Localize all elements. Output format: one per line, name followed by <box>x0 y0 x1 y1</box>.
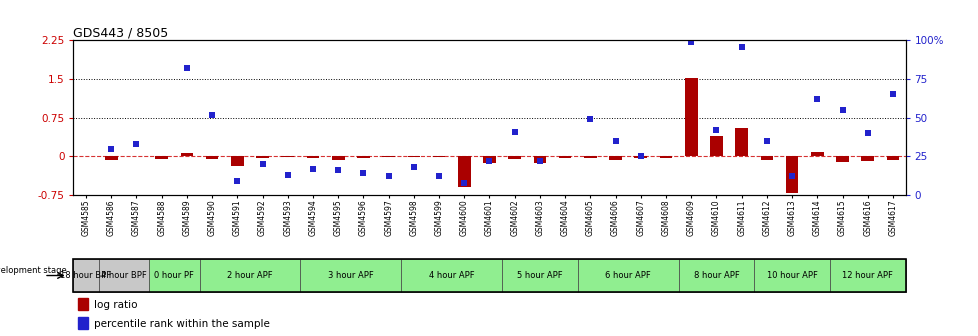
Bar <box>77 317 87 329</box>
Text: 6 hour APF: 6 hour APF <box>604 271 650 280</box>
Text: 18 hour BPF: 18 hour BPF <box>61 271 111 280</box>
Bar <box>734 128 747 156</box>
Bar <box>99 259 149 292</box>
Bar <box>73 259 99 292</box>
Text: 3 hour APF: 3 hour APF <box>328 271 374 280</box>
Bar <box>608 156 621 160</box>
Text: development stage: development stage <box>0 266 67 275</box>
Bar <box>810 152 822 156</box>
Bar <box>483 156 495 163</box>
Bar <box>458 156 470 187</box>
Bar <box>533 156 546 163</box>
Bar <box>306 156 319 158</box>
Bar <box>401 259 502 292</box>
Bar <box>584 156 596 158</box>
Text: 8 hour APF: 8 hour APF <box>692 271 738 280</box>
Text: 12 hour APF: 12 hour APF <box>841 271 892 280</box>
Bar <box>502 259 577 292</box>
Bar <box>205 156 218 159</box>
Bar <box>835 156 848 162</box>
Bar <box>785 156 798 193</box>
Bar <box>382 156 394 157</box>
Bar <box>231 156 244 166</box>
Bar <box>685 78 696 156</box>
Bar <box>432 156 445 157</box>
Text: percentile rank within the sample: percentile rank within the sample <box>94 319 270 329</box>
Bar <box>149 259 200 292</box>
Bar <box>300 259 401 292</box>
Bar <box>886 156 899 160</box>
Bar <box>678 259 753 292</box>
Bar <box>200 259 300 292</box>
Bar <box>357 156 370 158</box>
Bar <box>282 156 293 157</box>
Text: 5 hour APF: 5 hour APF <box>516 271 562 280</box>
Bar <box>105 156 117 160</box>
Text: 2 hour APF: 2 hour APF <box>227 271 273 280</box>
Bar <box>760 156 773 160</box>
Bar <box>829 259 905 292</box>
Bar <box>407 156 420 157</box>
Bar <box>861 156 873 161</box>
Bar <box>753 259 829 292</box>
Bar <box>558 156 571 158</box>
Bar <box>180 153 193 156</box>
Bar <box>709 136 722 156</box>
Bar <box>156 156 168 159</box>
Bar <box>508 156 520 159</box>
Bar <box>77 298 87 310</box>
Text: 4 hour BPF: 4 hour BPF <box>101 271 147 280</box>
Text: log ratio: log ratio <box>94 300 138 309</box>
Bar <box>332 156 344 160</box>
Text: 4 hour APF: 4 hour APF <box>428 271 474 280</box>
Bar <box>577 259 678 292</box>
Bar <box>634 156 646 158</box>
Bar <box>659 156 672 158</box>
Bar <box>256 156 269 158</box>
Text: 0 hour PF: 0 hour PF <box>155 271 194 280</box>
Text: 10 hour APF: 10 hour APF <box>766 271 817 280</box>
Text: GDS443 / 8505: GDS443 / 8505 <box>73 26 168 39</box>
